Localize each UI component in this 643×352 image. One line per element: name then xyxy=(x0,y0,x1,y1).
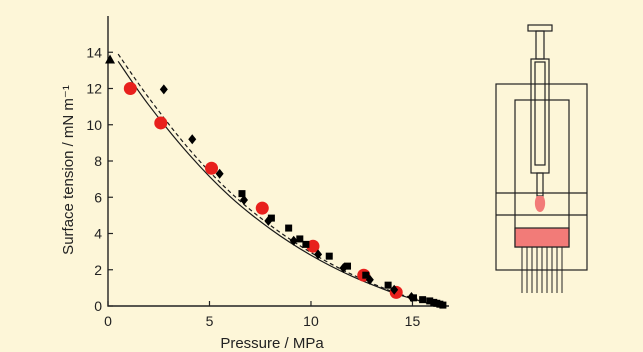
diamond-marker xyxy=(314,249,323,260)
square-marker xyxy=(325,252,333,260)
x-axis: 0 5 10 15 xyxy=(104,301,420,329)
data-markers xyxy=(105,54,447,309)
diamond-marker xyxy=(239,194,248,205)
y-tick-label: 2 xyxy=(94,262,102,278)
x-tick-label: 0 xyxy=(104,313,112,329)
circle-marker xyxy=(123,82,137,95)
solid-fit-curve xyxy=(117,60,446,307)
x-tick-label: 5 xyxy=(206,313,214,329)
square-marker xyxy=(384,281,392,289)
square-marker xyxy=(344,262,352,270)
circle-marker xyxy=(205,161,219,175)
square-marker xyxy=(426,297,434,305)
diamond-marker xyxy=(289,235,298,246)
square-marker xyxy=(302,240,310,248)
y-axis-label: Surface tension / mN m⁻¹ xyxy=(60,85,77,255)
syringe-barrel xyxy=(530,58,550,174)
y-tick-label: 4 xyxy=(94,226,102,242)
circle-marker xyxy=(154,116,168,130)
y-tick-label: 0 xyxy=(94,298,102,314)
diamond-marker xyxy=(188,134,197,145)
square-marker xyxy=(296,235,304,243)
y-tick-label: 6 xyxy=(94,189,102,205)
y-tick-label: 8 xyxy=(94,153,102,169)
y-tick-label: 10 xyxy=(86,117,102,133)
square-marker xyxy=(439,301,447,309)
circle-marker xyxy=(306,239,320,253)
dashed-fit-curve xyxy=(117,53,446,307)
x-tick-label: 15 xyxy=(405,313,421,329)
circle-marker xyxy=(255,201,269,215)
syringe-inner xyxy=(534,61,546,166)
plot-frame xyxy=(107,16,449,307)
square-marker xyxy=(238,190,246,198)
square-marker xyxy=(362,271,370,279)
surface-tension-plot: 0 2 4 6 8 10 12 14 0 5 10 15 Pressure / MPa Surfac… xyxy=(60,16,449,352)
pendant-drop-cell-icon xyxy=(495,24,588,293)
square-marker xyxy=(267,214,275,222)
x-axis-label: Pressure / MPa xyxy=(220,335,324,352)
diamond-marker xyxy=(159,84,168,95)
y-tick-label: 14 xyxy=(86,44,102,60)
syringe-cap xyxy=(527,24,553,32)
x-tick-label: 10 xyxy=(303,313,319,329)
liquid-pool xyxy=(514,227,570,248)
pendant-drop xyxy=(534,196,546,212)
y-axis: 0 2 4 6 8 10 12 14 xyxy=(86,44,113,314)
triangle-marker xyxy=(105,54,116,64)
diamond-marker xyxy=(215,168,224,179)
square-marker xyxy=(409,294,417,302)
fit-curves xyxy=(117,53,446,307)
square-marker xyxy=(285,224,293,232)
diamond-marker xyxy=(390,284,399,295)
cell-support-rods xyxy=(521,247,563,293)
y-tick-label: 12 xyxy=(86,81,102,97)
syringe-plunger xyxy=(535,30,545,60)
square-marker xyxy=(419,296,427,304)
